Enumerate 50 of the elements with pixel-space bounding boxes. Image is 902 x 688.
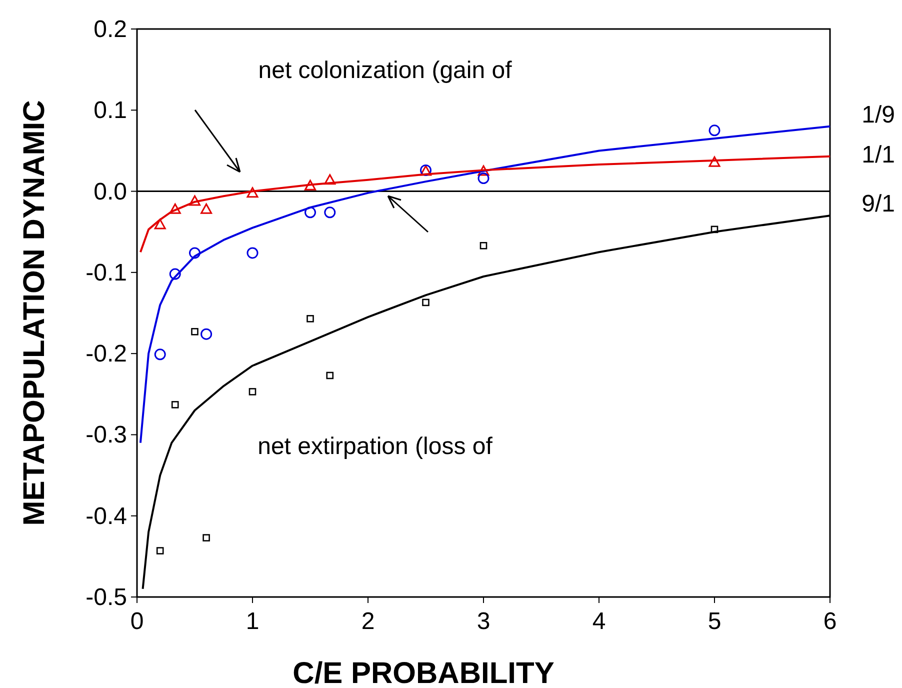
x-tick-label: 4 (592, 608, 606, 635)
point (246, 187, 258, 198)
x-tick-label: 2 (361, 608, 375, 635)
y-tick-label: 0.2 (94, 16, 127, 43)
point (324, 206, 336, 218)
series-label: 9/1 (862, 190, 895, 218)
y-tick-label: 0.0 (94, 178, 127, 206)
point (200, 203, 212, 214)
point (248, 388, 256, 396)
point (304, 206, 316, 218)
point (202, 534, 210, 542)
y-tick-label: 0.1 (94, 97, 127, 124)
point (169, 268, 181, 280)
y-tick-label: -0.2 (86, 340, 127, 368)
x-tick-label: 3 (476, 608, 490, 635)
point (306, 315, 314, 322)
annotation: net extirpation (loss of (258, 433, 493, 460)
y-tick-label: -0.5 (86, 584, 127, 611)
point (326, 372, 334, 380)
annotation: net colonization (gain of (258, 57, 512, 84)
point (324, 174, 336, 185)
point (422, 298, 430, 306)
point (480, 242, 488, 250)
point (708, 156, 720, 167)
point (708, 124, 720, 136)
x-tick-label: 6 (823, 608, 837, 635)
point (478, 165, 490, 176)
point (191, 328, 198, 336)
point (154, 218, 166, 230)
point (189, 247, 200, 259)
point (246, 247, 258, 259)
point (169, 203, 181, 214)
point (156, 547, 164, 554)
point (189, 195, 200, 206)
y-tick-label: -0.3 (86, 422, 127, 449)
point (154, 348, 166, 360)
y-axis-title: METAPOPULATION DYNAMIC (18, 100, 51, 526)
point (710, 226, 718, 234)
point (478, 172, 490, 184)
x-tick-label: 1 (246, 608, 260, 635)
point (200, 328, 212, 340)
y-tick-label: -0.4 (86, 502, 127, 530)
y-tick-label: -0.1 (86, 259, 127, 286)
x-axis-title: C/E PROBABILITY (292, 657, 554, 688)
series-label: 1/9 (862, 101, 895, 128)
x-tick-label: 5 (708, 608, 722, 635)
point (171, 401, 179, 408)
x-tick-label: 0 (130, 608, 144, 635)
series-label: 1/1 (862, 141, 895, 168)
point (304, 180, 316, 190)
